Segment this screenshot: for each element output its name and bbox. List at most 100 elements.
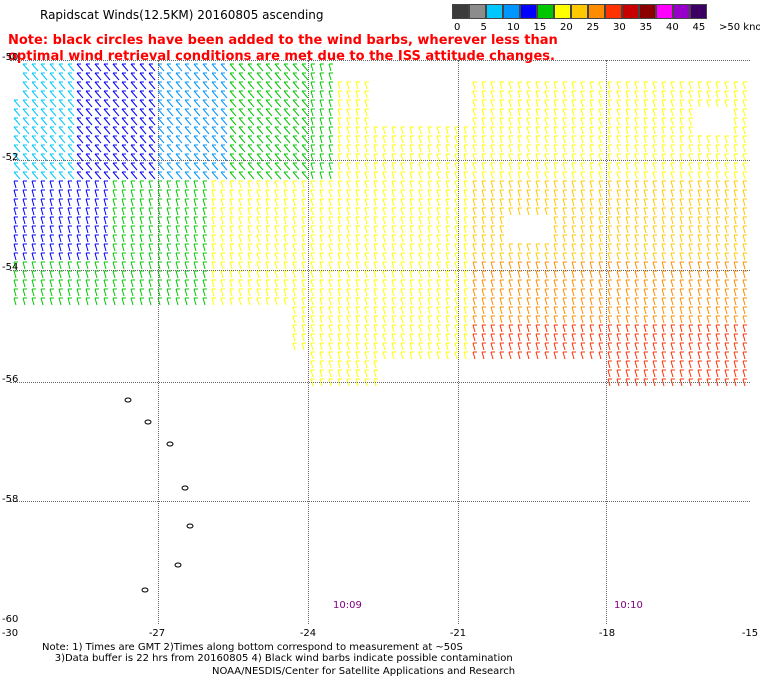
wind-barb (310, 108, 315, 117)
wind-barb (427, 135, 432, 144)
wind-barb (364, 261, 369, 270)
wind-barb (265, 162, 273, 171)
wind-barb (184, 261, 189, 270)
wind-barb (499, 126, 504, 135)
wind-barb (247, 270, 252, 279)
wind-barb (85, 180, 90, 189)
wind-barb (175, 117, 183, 126)
wind-barb (220, 63, 228, 72)
wind-barb (544, 153, 549, 162)
wind-barb (607, 333, 612, 342)
wind-barb (256, 63, 264, 72)
wind-barb (508, 90, 513, 99)
wind-barb (301, 315, 306, 324)
wind-barb (427, 315, 432, 324)
wind-barb (58, 225, 63, 234)
wind-barb (283, 297, 288, 306)
wind-barb (94, 225, 99, 234)
wind-barb (373, 297, 378, 306)
wind-barb (463, 162, 468, 171)
wind-barb (661, 297, 666, 306)
wind-barb (544, 261, 549, 270)
wind-barb (436, 216, 441, 225)
wind-barb (697, 90, 702, 99)
wind-barb (265, 135, 273, 144)
wind-barb (553, 279, 558, 288)
wind-barb (256, 153, 264, 162)
wind-barb (499, 333, 504, 342)
wind-barb (130, 162, 138, 171)
wind-barb (643, 198, 648, 207)
wind-barb (436, 351, 441, 360)
wind-barb (283, 108, 291, 117)
wind-barb (598, 306, 603, 315)
wind-barb (418, 207, 423, 216)
wind-barb (184, 90, 192, 99)
wind-barb (67, 153, 75, 162)
wind-barb (112, 234, 117, 243)
wind-barb (733, 279, 738, 288)
wind-barb (472, 108, 477, 117)
wind-barb (94, 117, 102, 126)
wind-barb (247, 171, 255, 180)
wind-barb (652, 81, 657, 90)
wind-barb (193, 261, 198, 270)
wind-barb (265, 144, 273, 153)
wind-barb (166, 126, 174, 135)
wind-barb (436, 162, 441, 171)
wind-barb (625, 117, 630, 126)
wind-barb (499, 324, 504, 333)
wind-barb (40, 171, 48, 180)
wind-barb (265, 63, 273, 72)
wind-barb (328, 225, 333, 234)
wind-barb (247, 198, 252, 207)
legend-swatch (469, 4, 486, 19)
wind-barb (49, 162, 57, 171)
wind-barb (562, 243, 567, 252)
wind-barb (256, 225, 261, 234)
wind-barb (292, 81, 300, 90)
wind-barb (616, 342, 621, 351)
wind-barb (616, 171, 621, 180)
wind-barb (499, 243, 504, 252)
wind-barb (580, 288, 585, 297)
wind-barb (706, 324, 711, 333)
wind-barb (355, 324, 360, 333)
wind-barb (589, 207, 594, 216)
wind-barb (193, 225, 198, 234)
wind-barb (22, 216, 27, 225)
wind-barb (715, 261, 720, 270)
wind-barb (166, 144, 174, 153)
wind-barb (346, 198, 351, 207)
wind-barb (274, 252, 279, 261)
wind-barb (481, 243, 486, 252)
wind-barb (301, 342, 306, 351)
wind-barb (589, 270, 594, 279)
wind-barb (526, 189, 531, 198)
wind-barb (688, 153, 693, 162)
wind-barb (409, 216, 414, 225)
wind-barb (103, 171, 111, 180)
wind-barb (337, 171, 342, 180)
wind-barb (616, 90, 621, 99)
wind-barb (220, 162, 228, 171)
wind-barb (283, 261, 288, 270)
wind-barb (598, 288, 603, 297)
wind-barb (238, 153, 246, 162)
wind-barb (643, 252, 648, 261)
wind-barb (238, 126, 246, 135)
wind-barb (22, 189, 27, 198)
wind-barb (175, 225, 180, 234)
wind-barb (58, 279, 63, 288)
wind-barb (598, 324, 603, 333)
wind-barb (724, 279, 729, 288)
wind-barb (580, 198, 585, 207)
wind-barb (733, 270, 738, 279)
wind-barb (616, 261, 621, 270)
wind-barb (607, 198, 612, 207)
wind-barb (598, 117, 603, 126)
wind-barb (382, 207, 387, 216)
wind-barb (607, 153, 612, 162)
wind-barb (211, 261, 216, 270)
wind-barb (571, 180, 576, 189)
